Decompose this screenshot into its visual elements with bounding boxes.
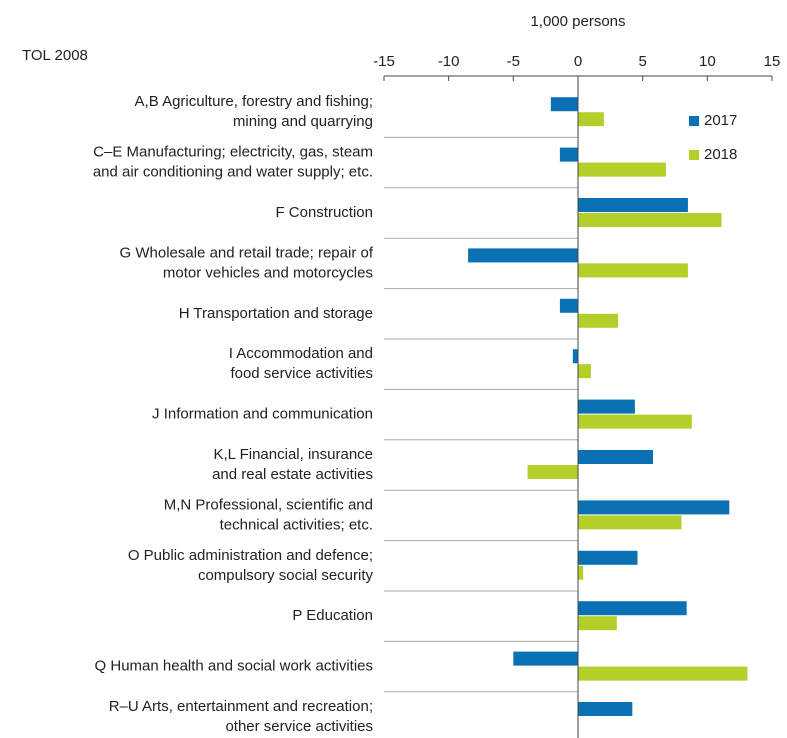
- category-label: P Education: [292, 607, 373, 624]
- bar: [578, 500, 730, 515]
- bar: [578, 565, 584, 580]
- category-label: food service activities: [230, 365, 373, 382]
- x-tick-label: -10: [438, 53, 460, 70]
- legend-swatch: [689, 150, 699, 160]
- x-tick-label: 5: [638, 53, 646, 70]
- category-label: F Construction: [275, 204, 373, 221]
- bar: [578, 550, 638, 565]
- category-label: I Accommodation and: [229, 345, 373, 362]
- bar: [578, 213, 722, 227]
- x-tick-label: -5: [507, 53, 520, 70]
- category-label: and air conditioning and water supply; e…: [93, 164, 373, 181]
- bar: [578, 601, 687, 616]
- bar: [572, 349, 578, 364]
- bar: [578, 313, 619, 328]
- bar: [578, 399, 635, 414]
- category-label: H Transportation and storage: [179, 305, 373, 322]
- bar: [578, 263, 688, 278]
- category-label: R–U Arts, entertainment and recreation;: [109, 698, 373, 715]
- category-label: M,N Professional, scientific and: [164, 496, 373, 513]
- bar: [513, 651, 578, 666]
- category-label: Q Human health and social work activitie…: [95, 658, 373, 675]
- chart-title: TOL 2008: [22, 47, 88, 64]
- category-label: compulsory social security: [198, 567, 374, 584]
- x-tick-label: 10: [699, 53, 716, 70]
- bar: [559, 298, 578, 313]
- category-label: A,B Agriculture, forestry and fishing;: [135, 93, 373, 110]
- bar: [578, 414, 692, 429]
- bar: [578, 162, 666, 177]
- x-axis-label: 1,000 persons: [530, 13, 625, 30]
- category-label: O Public administration and defence;: [128, 547, 373, 564]
- bar: [578, 364, 591, 379]
- legend-label: 2017: [704, 112, 737, 129]
- category-label: C–E Manufacturing; electricity, gas, ste…: [93, 144, 373, 161]
- bar: [578, 112, 604, 127]
- bar: [578, 702, 633, 716]
- legend-swatch: [689, 116, 699, 126]
- bar: [578, 616, 617, 631]
- x-tick-label: 15: [764, 53, 781, 70]
- category-label: J Information and communication: [152, 406, 373, 423]
- bar: [578, 198, 688, 212]
- category-label: and real estate activities: [212, 466, 373, 483]
- category-label: K,L Financial, insurance: [213, 446, 373, 463]
- bar: [550, 97, 578, 112]
- bar: [578, 450, 654, 464]
- category-label: technical activities; etc.: [220, 516, 373, 533]
- category-label: G Wholesale and retail trade; repair of: [120, 244, 374, 261]
- bar: [559, 147, 578, 162]
- category-label: mining and quarrying: [233, 113, 373, 130]
- x-tick-label: 0: [574, 53, 582, 70]
- bar: [527, 465, 578, 479]
- category-label: other service activities: [225, 718, 373, 735]
- x-tick-label: -15: [373, 53, 395, 70]
- legend-label: 2018: [704, 146, 737, 163]
- bar: [578, 515, 682, 530]
- bar: [578, 666, 748, 681]
- category-label: motor vehicles and motorcycles: [163, 264, 373, 281]
- bar: [468, 248, 578, 263]
